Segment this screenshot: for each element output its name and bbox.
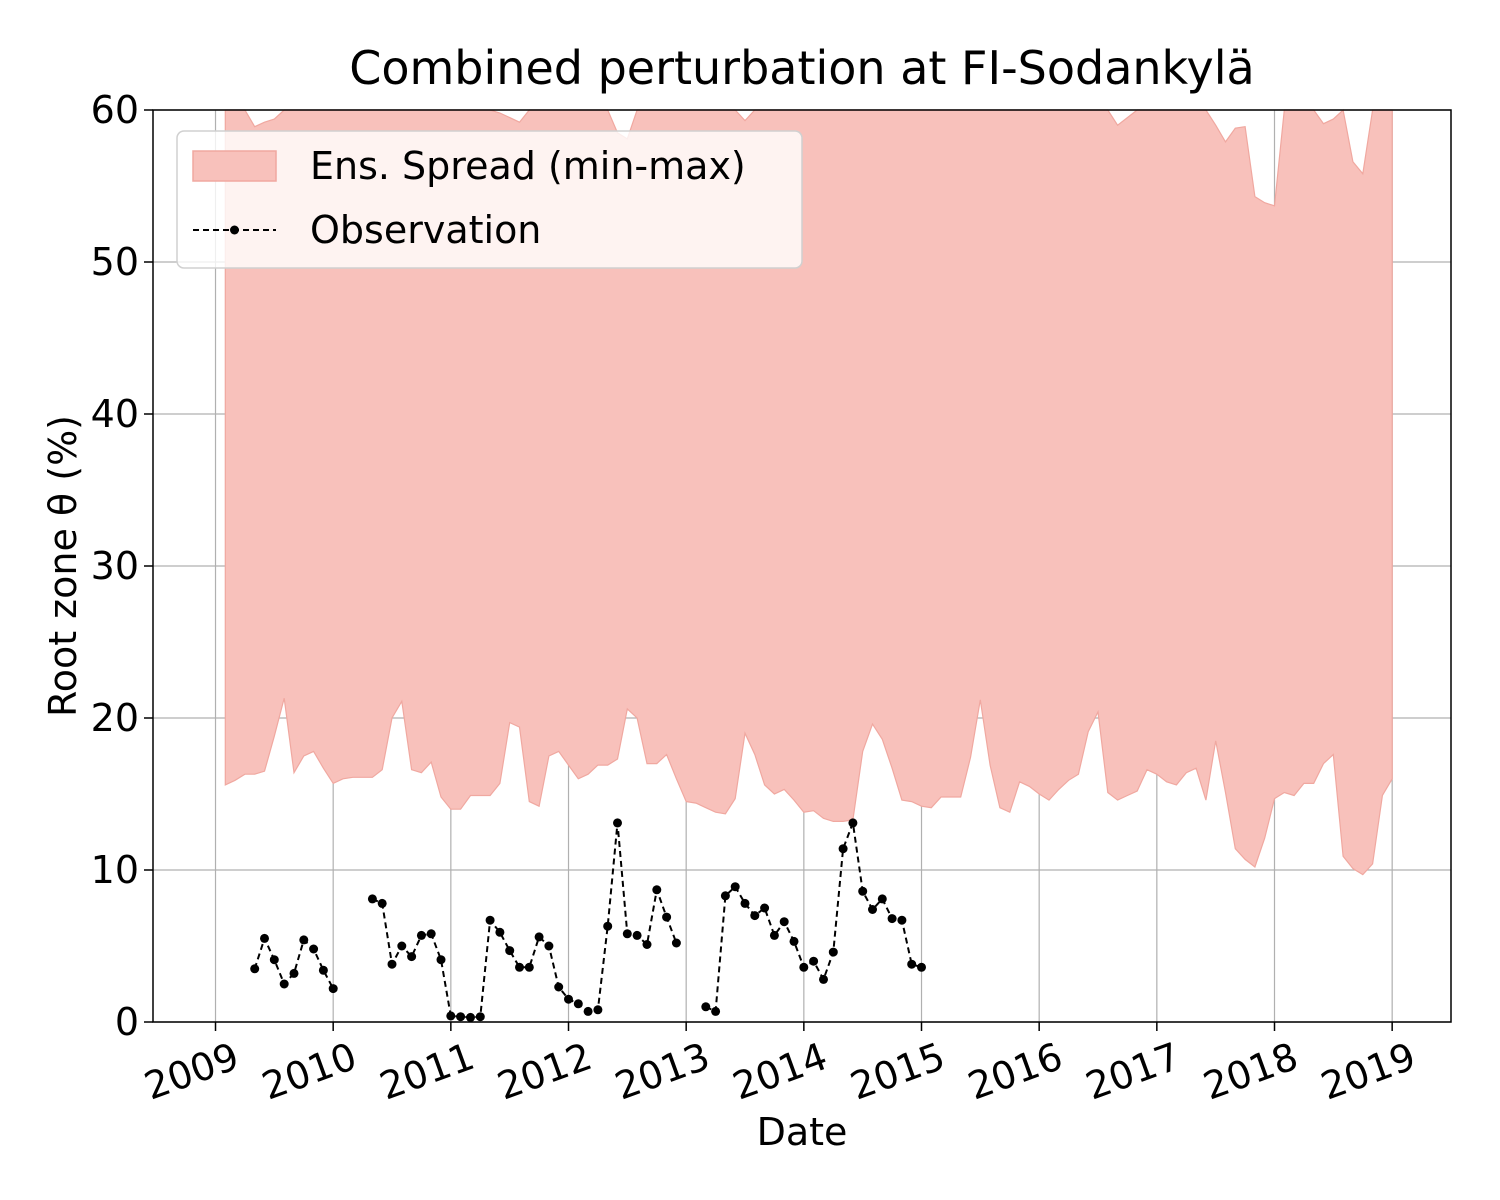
- observation-point-1-30: [662, 912, 672, 922]
- observation-point-2-14: [838, 844, 848, 854]
- observation-point-1-11: [475, 1012, 485, 1022]
- y-tick-label-4: 40: [91, 392, 139, 436]
- y-tick-label-3: 30: [91, 544, 139, 588]
- observation-point-1-15: [515, 962, 524, 972]
- y-tick-label-0: 0: [115, 1000, 139, 1044]
- observation-point-1-12: [485, 915, 495, 925]
- observation-point-1-14: [505, 946, 515, 956]
- observation-point-2-11: [809, 956, 819, 966]
- observation-point-0-8: [328, 984, 338, 994]
- observation-point-1-3: [397, 941, 407, 951]
- observation-point-0-3: [279, 979, 289, 989]
- observation-point-0-4: [289, 968, 299, 978]
- observation-point-2-18: [877, 894, 887, 904]
- legend: Ens. Spread (min-max) Observation: [176, 130, 803, 269]
- legend-observation-label: Observation: [310, 208, 541, 252]
- observation-point-1-20: [564, 994, 573, 1004]
- observation-point-1-29: [652, 885, 662, 895]
- observation-point-0-7: [318, 965, 328, 975]
- observation-point-1-2: [387, 959, 397, 969]
- observation-point-2-2: [720, 891, 730, 901]
- observation-point-2-1: [711, 1006, 721, 1016]
- observation-point-2-15: [848, 818, 858, 828]
- y-axis-label: Root zone θ (%): [41, 415, 85, 717]
- observation-point-0-6: [309, 944, 319, 954]
- observation-point-1-28: [642, 940, 652, 949]
- observation-point-1-27: [632, 930, 642, 940]
- observation-point-2-16: [858, 886, 868, 896]
- observation-point-1-0: [367, 894, 377, 904]
- observation-point-0-5: [299, 935, 309, 945]
- legend-spread-swatch: [192, 150, 277, 182]
- observation-point-1-4: [407, 952, 417, 962]
- observation-point-1-24: [603, 921, 613, 931]
- chart-title: Combined perturbation at FI-Sodankylä: [349, 41, 1255, 95]
- legend-observation-marker: [230, 225, 239, 235]
- observation-point-1-21: [573, 999, 583, 1009]
- y-tick-label-1: 10: [91, 848, 139, 892]
- y-tick-label-6: 60: [91, 88, 139, 132]
- observation-point-1-6: [426, 929, 436, 939]
- legend-spread-label: Ens. Spread (min-max): [310, 144, 746, 188]
- y-axis-ticks: 0 10 20 30 40 50 60: [91, 88, 153, 1044]
- observation-point-2-17: [868, 905, 877, 914]
- observation-point-0-0: [250, 964, 260, 974]
- observation-point-2-19: [887, 914, 897, 924]
- observation-point-1-5: [416, 930, 426, 940]
- observation-point-2-4: [740, 898, 750, 908]
- observation-point-1-8: [446, 1011, 456, 1021]
- observation-point-1-18: [544, 941, 554, 951]
- y-tick-label-5: 50: [91, 240, 139, 284]
- observation-point-1-23: [593, 1005, 603, 1015]
- observation-point-2-5: [750, 911, 760, 921]
- observation-point-2-9: [789, 936, 799, 946]
- observation-point-1-1: [377, 898, 387, 908]
- observation-point-2-13: [828, 947, 838, 957]
- observation-point-1-9: [456, 1012, 466, 1022]
- observation-point-1-25: [613, 818, 622, 828]
- observation-point-1-19: [554, 982, 564, 992]
- observation-point-2-22: [917, 962, 926, 972]
- observation-point-1-16: [524, 962, 534, 972]
- observation-point-2-6: [760, 903, 770, 913]
- observation-point-2-21: [907, 959, 917, 969]
- observation-point-2-7: [769, 930, 779, 940]
- observation-point-0-2: [269, 955, 279, 965]
- x-axis-label: Date: [757, 1110, 848, 1154]
- observation-point-1-13: [495, 927, 505, 937]
- y-tick-label-2: 20: [91, 696, 139, 740]
- legend-box: [176, 130, 803, 269]
- observation-point-1-10: [466, 1012, 475, 1022]
- observation-point-2-3: [730, 882, 740, 892]
- observation-point-1-26: [622, 929, 632, 939]
- observation-point-1-22: [583, 1006, 593, 1016]
- observation-layer: [250, 818, 926, 1022]
- observation-point-1-7: [436, 955, 446, 965]
- observation-point-2-10: [799, 962, 809, 972]
- observation-point-0-1: [260, 933, 269, 943]
- observation-point-2-8: [779, 917, 789, 927]
- observation-point-1-31: [671, 938, 681, 948]
- observation-point-2-0: [701, 1002, 711, 1012]
- observation-point-2-12: [819, 974, 828, 984]
- observation-point-1-17: [534, 932, 544, 942]
- observation-point-2-20: [897, 915, 907, 925]
